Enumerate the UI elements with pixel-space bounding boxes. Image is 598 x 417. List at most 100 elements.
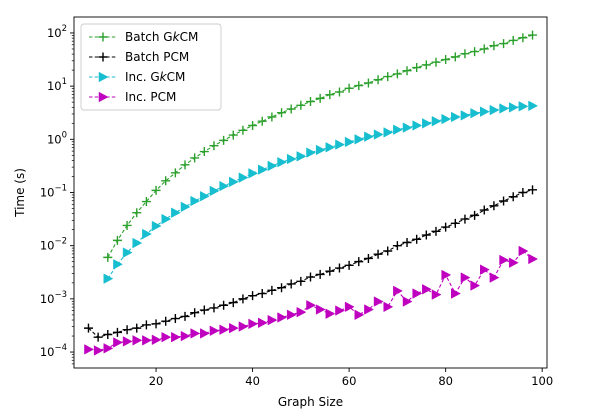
data-point	[431, 57, 441, 67]
data-point	[103, 343, 114, 354]
data-point	[190, 328, 201, 339]
data-point	[441, 222, 451, 232]
data-point	[296, 151, 307, 162]
data-point	[161, 213, 172, 225]
data-point	[238, 172, 249, 183]
y-tick-label-exponent: 1	[62, 77, 67, 87]
data-point	[98, 71, 109, 83]
series	[84, 245, 539, 356]
data-point	[286, 153, 297, 165]
y-tick-label-base: 10	[47, 79, 62, 93]
y-tick-label-exponent: 2	[62, 24, 67, 34]
data-point	[392, 69, 402, 79]
data-point	[325, 308, 336, 319]
data-point	[528, 100, 539, 112]
data-point	[306, 272, 315, 282]
data-point	[142, 335, 152, 346]
data-point	[93, 345, 104, 356]
legend-label-part: Batch PCM	[125, 50, 189, 64]
data-point	[373, 129, 384, 140]
data-point	[421, 60, 431, 70]
data-point	[315, 93, 325, 103]
y-tick-label-exponent: −1	[54, 184, 67, 194]
data-point	[470, 108, 481, 119]
data-point	[200, 191, 210, 202]
data-point	[141, 320, 151, 330]
data-point	[98, 91, 109, 103]
data-point	[499, 103, 510, 114]
data-point	[161, 316, 171, 326]
data-point	[392, 241, 402, 251]
data-point	[112, 327, 122, 337]
data-point	[325, 90, 335, 100]
data-point	[190, 153, 200, 163]
series	[83, 185, 538, 342]
legend-box	[80, 23, 222, 111]
data-point	[98, 32, 108, 42]
data-point	[306, 300, 317, 311]
data-point	[422, 118, 432, 129]
data-point	[103, 273, 114, 284]
data-point	[238, 321, 249, 332]
data-point	[421, 230, 431, 240]
data-point	[190, 195, 201, 207]
data-point	[112, 235, 122, 245]
legend-entry: Inc. GkCM	[89, 70, 185, 84]
data-point	[325, 266, 335, 276]
legend-label-part: k	[160, 70, 168, 84]
data-point	[267, 112, 277, 122]
data-point	[93, 332, 103, 342]
data-point	[170, 314, 180, 324]
data-point	[402, 237, 412, 247]
data-point	[103, 252, 113, 262]
data-point	[267, 160, 278, 172]
data-point	[199, 147, 209, 157]
data-point	[161, 331, 172, 343]
data-point	[373, 75, 383, 85]
y-tick-label-exponent: −4	[54, 343, 67, 353]
data-point	[393, 285, 403, 297]
legend-label-part: Inc. PCM	[125, 90, 176, 104]
data-point	[277, 283, 287, 293]
y-tick-label-base: 10	[47, 132, 62, 146]
data-point	[441, 113, 452, 125]
y-axis-label: Time (s)	[13, 168, 27, 218]
data-point	[122, 220, 132, 230]
data-point	[383, 72, 393, 82]
data-point	[142, 228, 152, 240]
data-point	[238, 125, 248, 135]
data-point	[402, 66, 412, 76]
data-point	[489, 201, 499, 211]
data-point	[334, 87, 344, 97]
data-point	[277, 108, 287, 118]
data-point	[219, 300, 229, 310]
data-point	[209, 303, 219, 313]
data-point	[219, 180, 230, 192]
data-point	[257, 164, 268, 175]
data-point	[161, 176, 171, 186]
data-point	[122, 325, 132, 335]
data-point	[286, 279, 296, 289]
data-point	[480, 264, 490, 275]
data-point	[508, 102, 519, 113]
data-point	[306, 147, 317, 158]
x-tick-label: 20	[149, 374, 164, 388]
data-point	[306, 97, 315, 107]
y-tick-label-base: 10	[47, 26, 62, 40]
data-point	[412, 63, 422, 73]
y-tick-label: 10−4	[40, 343, 67, 359]
data-point	[441, 55, 451, 65]
series	[103, 100, 539, 284]
data-point	[402, 122, 413, 133]
data-point	[363, 253, 373, 263]
legend-label-part: k	[173, 30, 181, 44]
data-point	[508, 192, 518, 202]
data-point	[354, 257, 364, 267]
data-point	[238, 294, 248, 304]
series	[103, 30, 538, 262]
data-point	[412, 120, 423, 131]
data-point	[190, 308, 200, 318]
data-point	[228, 298, 238, 308]
